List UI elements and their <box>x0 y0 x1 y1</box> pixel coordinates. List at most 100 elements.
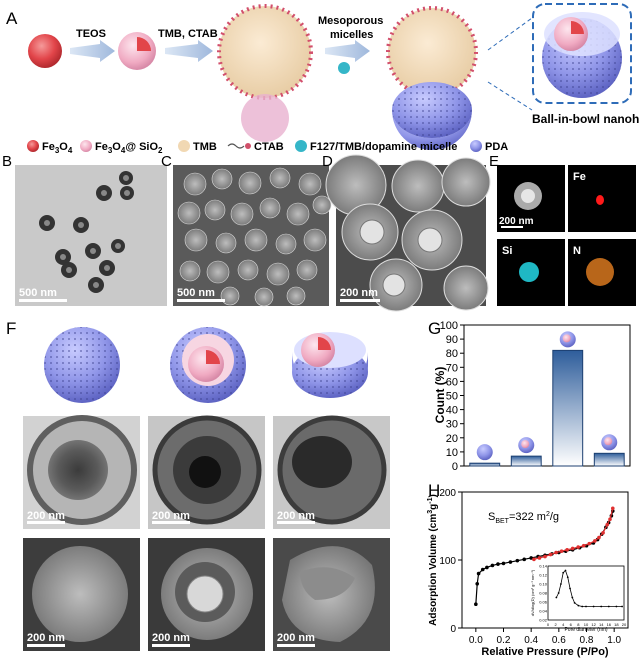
series-point-2 <box>554 550 558 555</box>
y-axis-label-h: Adsorption Volume (cm3g-1) <box>427 494 439 626</box>
y-tick-label-g: 100 <box>440 320 458 332</box>
legend-core-shell: Fe3O4@ SiO2 <box>95 141 163 155</box>
panel-label-f: F <box>6 319 16 338</box>
bar-glyph-core-icon <box>521 440 530 449</box>
y-tick-label-g: 80 <box>446 348 458 360</box>
inset-series-point <box>615 605 618 608</box>
inset-series-point <box>557 592 560 594</box>
bar-1 <box>469 462 501 467</box>
series-point-2 <box>570 546 575 551</box>
inset-x-tick-label: 0 <box>547 622 550 627</box>
micelle-assembly-icon <box>217 4 313 100</box>
inset-x-tick-label: 16 <box>607 622 612 627</box>
series-point-1 <box>522 557 527 562</box>
inset-series-point <box>581 605 584 608</box>
y-tick-label-g: 20 <box>446 433 458 445</box>
zoom-line-icon <box>487 17 533 51</box>
arrow-icon <box>165 40 213 62</box>
inset-series-point <box>555 596 558 599</box>
scale-bar-f5: 200 nm <box>152 632 190 644</box>
y-tick-label-h: 100 <box>439 556 456 567</box>
inset-series-point <box>573 602 576 604</box>
zoom-line-icon <box>487 81 533 111</box>
inset-y-tick-label: 0.08 <box>539 591 548 596</box>
panel-label-c: C <box>161 153 172 170</box>
eds-label-si: Si <box>502 245 512 257</box>
bar-glyph-icon <box>476 444 493 461</box>
inset-series-point <box>562 571 565 574</box>
pda-bowl-icon <box>392 110 472 150</box>
series-point-1 <box>508 560 513 564</box>
inset-x-tick-label: 12 <box>591 622 596 627</box>
step3-label-2: micelles <box>330 29 373 41</box>
panel-label-b: B <box>2 153 12 170</box>
bar-3 <box>552 349 584 467</box>
eds-label-n: N <box>573 245 581 257</box>
y-tick-label-h: 0 <box>450 624 456 635</box>
fe3o4-sphere-icon <box>27 140 39 152</box>
bar-glyph-core-icon <box>604 437 613 446</box>
scale-bar-f4: 200 nm <box>27 632 65 644</box>
series-point-2 <box>565 548 569 552</box>
y-tick-label-g: 50 <box>446 391 458 403</box>
series-point-2 <box>597 535 601 540</box>
bet-annotation: SBET=322 m2/g <box>488 511 559 525</box>
inset-series-point <box>571 596 574 599</box>
series-point-1 <box>501 561 506 566</box>
scale-bar-f1: 200 nm <box>27 510 65 522</box>
step1-label: TEOS <box>76 28 106 40</box>
bar-2 <box>510 455 542 467</box>
series-point-1 <box>515 558 520 563</box>
fe3o4-core-icon <box>28 34 62 68</box>
x-tick-label-h: 0.8 <box>580 635 594 646</box>
inset-series-point <box>621 605 623 608</box>
inset-x-label: Pore diameter (nm) <box>564 627 607 633</box>
model-sphere <box>44 327 120 403</box>
series-point-1 <box>476 571 481 576</box>
inset-series-point <box>607 605 610 608</box>
micelle-icon <box>295 140 307 152</box>
sem-particles-c <box>177 167 332 307</box>
inset-series-point <box>569 587 571 590</box>
eds-label-fe: Fe <box>573 171 586 183</box>
step2-label: TMB, CTAB <box>158 28 218 40</box>
series-point-2 <box>532 557 536 562</box>
x-tick-label-h: 0.6 <box>552 635 566 646</box>
x-tick-label-h: 0.0 <box>469 635 483 646</box>
bar-4 <box>593 452 625 467</box>
inset-y-tick-label: 0.02 <box>539 618 548 623</box>
sem-particles-d <box>325 154 491 312</box>
panel-label-h: H <box>428 481 440 500</box>
series-point-2 <box>587 541 592 546</box>
y-tick-label-g: 0 <box>452 461 458 473</box>
inset-y-tick-label: 0.04 <box>539 609 548 614</box>
y-tick-label-g: 70 <box>446 362 458 374</box>
core-shell-in-micelle-icon <box>241 94 289 142</box>
product-label: Ball-in-bowl nanohybrid <box>532 112 639 126</box>
inset-y-tick-label: 0.10 <box>539 582 548 587</box>
scale-bar-f2: 200 nm <box>152 510 190 522</box>
y-tick-label-h: 200 <box>439 488 456 499</box>
series-point-1 <box>480 567 485 572</box>
scale-bar-c: 500 nm <box>177 287 215 299</box>
inset-series-point <box>566 576 569 579</box>
legend-ctab: CTAB <box>254 141 284 153</box>
pda-sphere-icon <box>470 140 482 152</box>
series-point-2 <box>548 552 553 557</box>
x-axis-label-h: Relative Pressure (P/Po) <box>481 646 609 658</box>
inset-series-point <box>592 605 595 608</box>
series-point-2 <box>610 506 615 511</box>
inset-x-tick-label: 6 <box>570 622 573 627</box>
series-point-1 <box>485 565 489 570</box>
panel-label-g: G <box>428 319 441 338</box>
legend: Fe3O4 Fe3O4@ SiO2 TMB CTAB F127/TMB/dopa… <box>27 140 508 155</box>
inset-x-tick-label: 2 <box>554 622 557 627</box>
inset-x-tick-label: 4 <box>562 622 565 627</box>
series-point-2 <box>601 531 605 535</box>
x-tick-label-h: 0.2 <box>497 635 511 646</box>
y-axis-label-g: Count (%) <box>433 367 447 424</box>
micelle-icon <box>338 62 350 74</box>
inset-frame <box>547 565 625 621</box>
